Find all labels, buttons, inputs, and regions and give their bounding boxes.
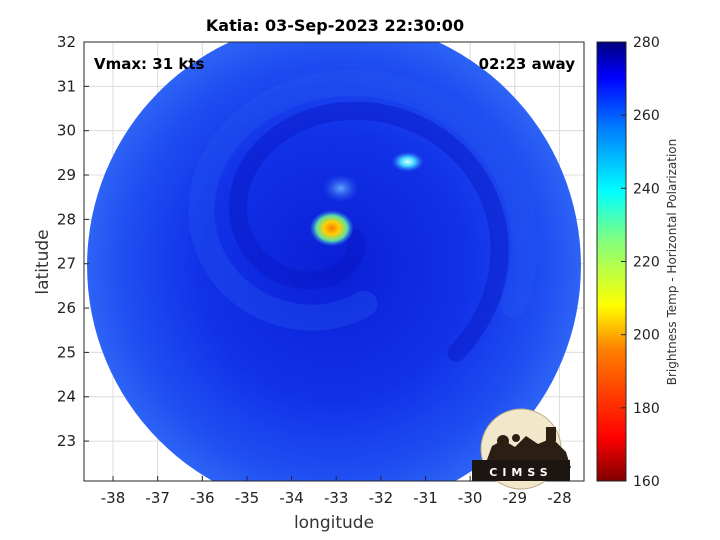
x-tick-label: -32 [369, 489, 394, 507]
y-tick-label: 25 [57, 343, 76, 361]
x-tick-label: -29 [503, 489, 528, 507]
x-tick-label: -33 [324, 489, 349, 507]
colorbar-tick-label: 160 [633, 474, 660, 490]
colorbar-tick-label: 240 [633, 181, 660, 197]
y-axis-label: latitude [33, 229, 53, 294]
y-tick-label: 27 [57, 255, 76, 273]
x-tick-label: -31 [413, 489, 438, 507]
x-tick-label: -36 [190, 489, 215, 507]
colorbar-tick-label: 220 [633, 255, 660, 271]
logo-text: CIMSS [489, 466, 552, 479]
axes-frame [83, 41, 585, 482]
swath-disk [87, 42, 581, 481]
x-tick-label: -35 [235, 489, 260, 507]
y-tick-label: 29 [57, 166, 76, 184]
x-tick-label: -28 [547, 489, 572, 507]
y-tick-label: 31 [57, 77, 76, 95]
y-tick-label: 23 [57, 432, 76, 450]
y-tick-label: 26 [57, 299, 76, 317]
colorbar-tick-label: 280 [633, 35, 660, 51]
colorbar-tick-label: 200 [633, 328, 660, 344]
time-away-label: 02:23 away [479, 55, 576, 73]
y-tick-label: 32 [57, 33, 76, 51]
outer-band [188, 69, 538, 331]
bt-feature-mark [391, 151, 424, 172]
rain-band [228, 101, 509, 362]
chart-title: Katia: 03-Sep-2023 22:30:00 [206, 16, 464, 35]
y-tick-label: 28 [57, 210, 76, 228]
colorbar-tick-label: 260 [633, 108, 660, 124]
x-tick-label: -37 [145, 489, 170, 507]
bt-feature-mark [322, 174, 359, 203]
y-tick-label: 24 [57, 388, 76, 406]
y-tick-label: 30 [57, 122, 76, 140]
x-axis-label: longitude [294, 513, 374, 533]
colorbar-label: Brightness Temp - Horizontal Polarizatio… [665, 139, 679, 386]
cimss-logo: CIMSS [472, 408, 571, 490]
vmax-label: Vmax: 31 kts [94, 55, 204, 73]
x-tick-label: -30 [458, 489, 483, 507]
x-tick-label: -38 [101, 489, 126, 507]
bt-feature-mark [309, 210, 354, 247]
swath-group [87, 42, 581, 481]
x-tick-label: -34 [279, 489, 304, 507]
colorbar-tick-label: 180 [633, 401, 660, 417]
